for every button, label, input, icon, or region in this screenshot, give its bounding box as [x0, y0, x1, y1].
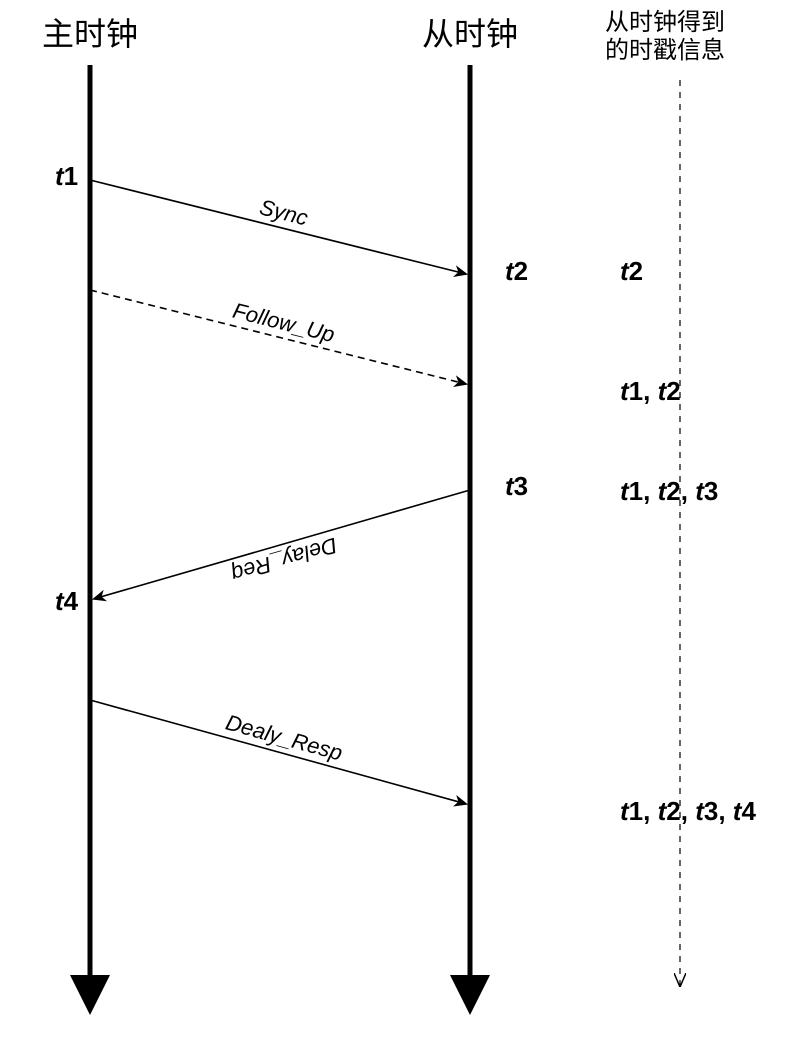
t2-label: t2: [505, 256, 528, 286]
t1-label: t1: [55, 161, 78, 191]
sequence-diagram-svg: 主时钟 从时钟 从时钟得到 的时戳信息 Sync Follow_Up Delay…: [0, 0, 802, 1043]
sync-message: Sync: [90, 180, 466, 274]
info-t1t2t3t4-label: t1, t2, t3, t4: [620, 796, 756, 826]
delay-req-label: Delay_Req: [228, 533, 340, 587]
delay-req-message: Delay_Req: [94, 490, 470, 599]
t3-label: t3: [505, 471, 528, 501]
info-t1t2-label: t1, t2: [620, 376, 681, 406]
info-header-line1: 从时钟得到: [605, 9, 725, 36]
delay-resp-label: Dealy_Resp: [223, 710, 345, 766]
delay-resp-message: Dealy_Resp: [90, 700, 466, 804]
info-header-line2: 的时戳信息: [605, 37, 725, 64]
follow-up-label: Follow_Up: [230, 298, 337, 347]
sync-label: Sync: [257, 194, 311, 230]
diagram-container: 主时钟 从时钟 从时钟得到 的时戳信息 Sync Follow_Up Delay…: [0, 0, 802, 1043]
follow-up-message: Follow_Up: [90, 290, 466, 384]
t4-label: t4: [55, 586, 79, 616]
master-clock-header: 主时钟: [42, 16, 138, 52]
info-t1t2t3-label: t1, t2, t3: [620, 476, 718, 506]
info-t2-label: t2: [620, 256, 643, 286]
slave-clock-header: 从时钟: [422, 16, 518, 52]
